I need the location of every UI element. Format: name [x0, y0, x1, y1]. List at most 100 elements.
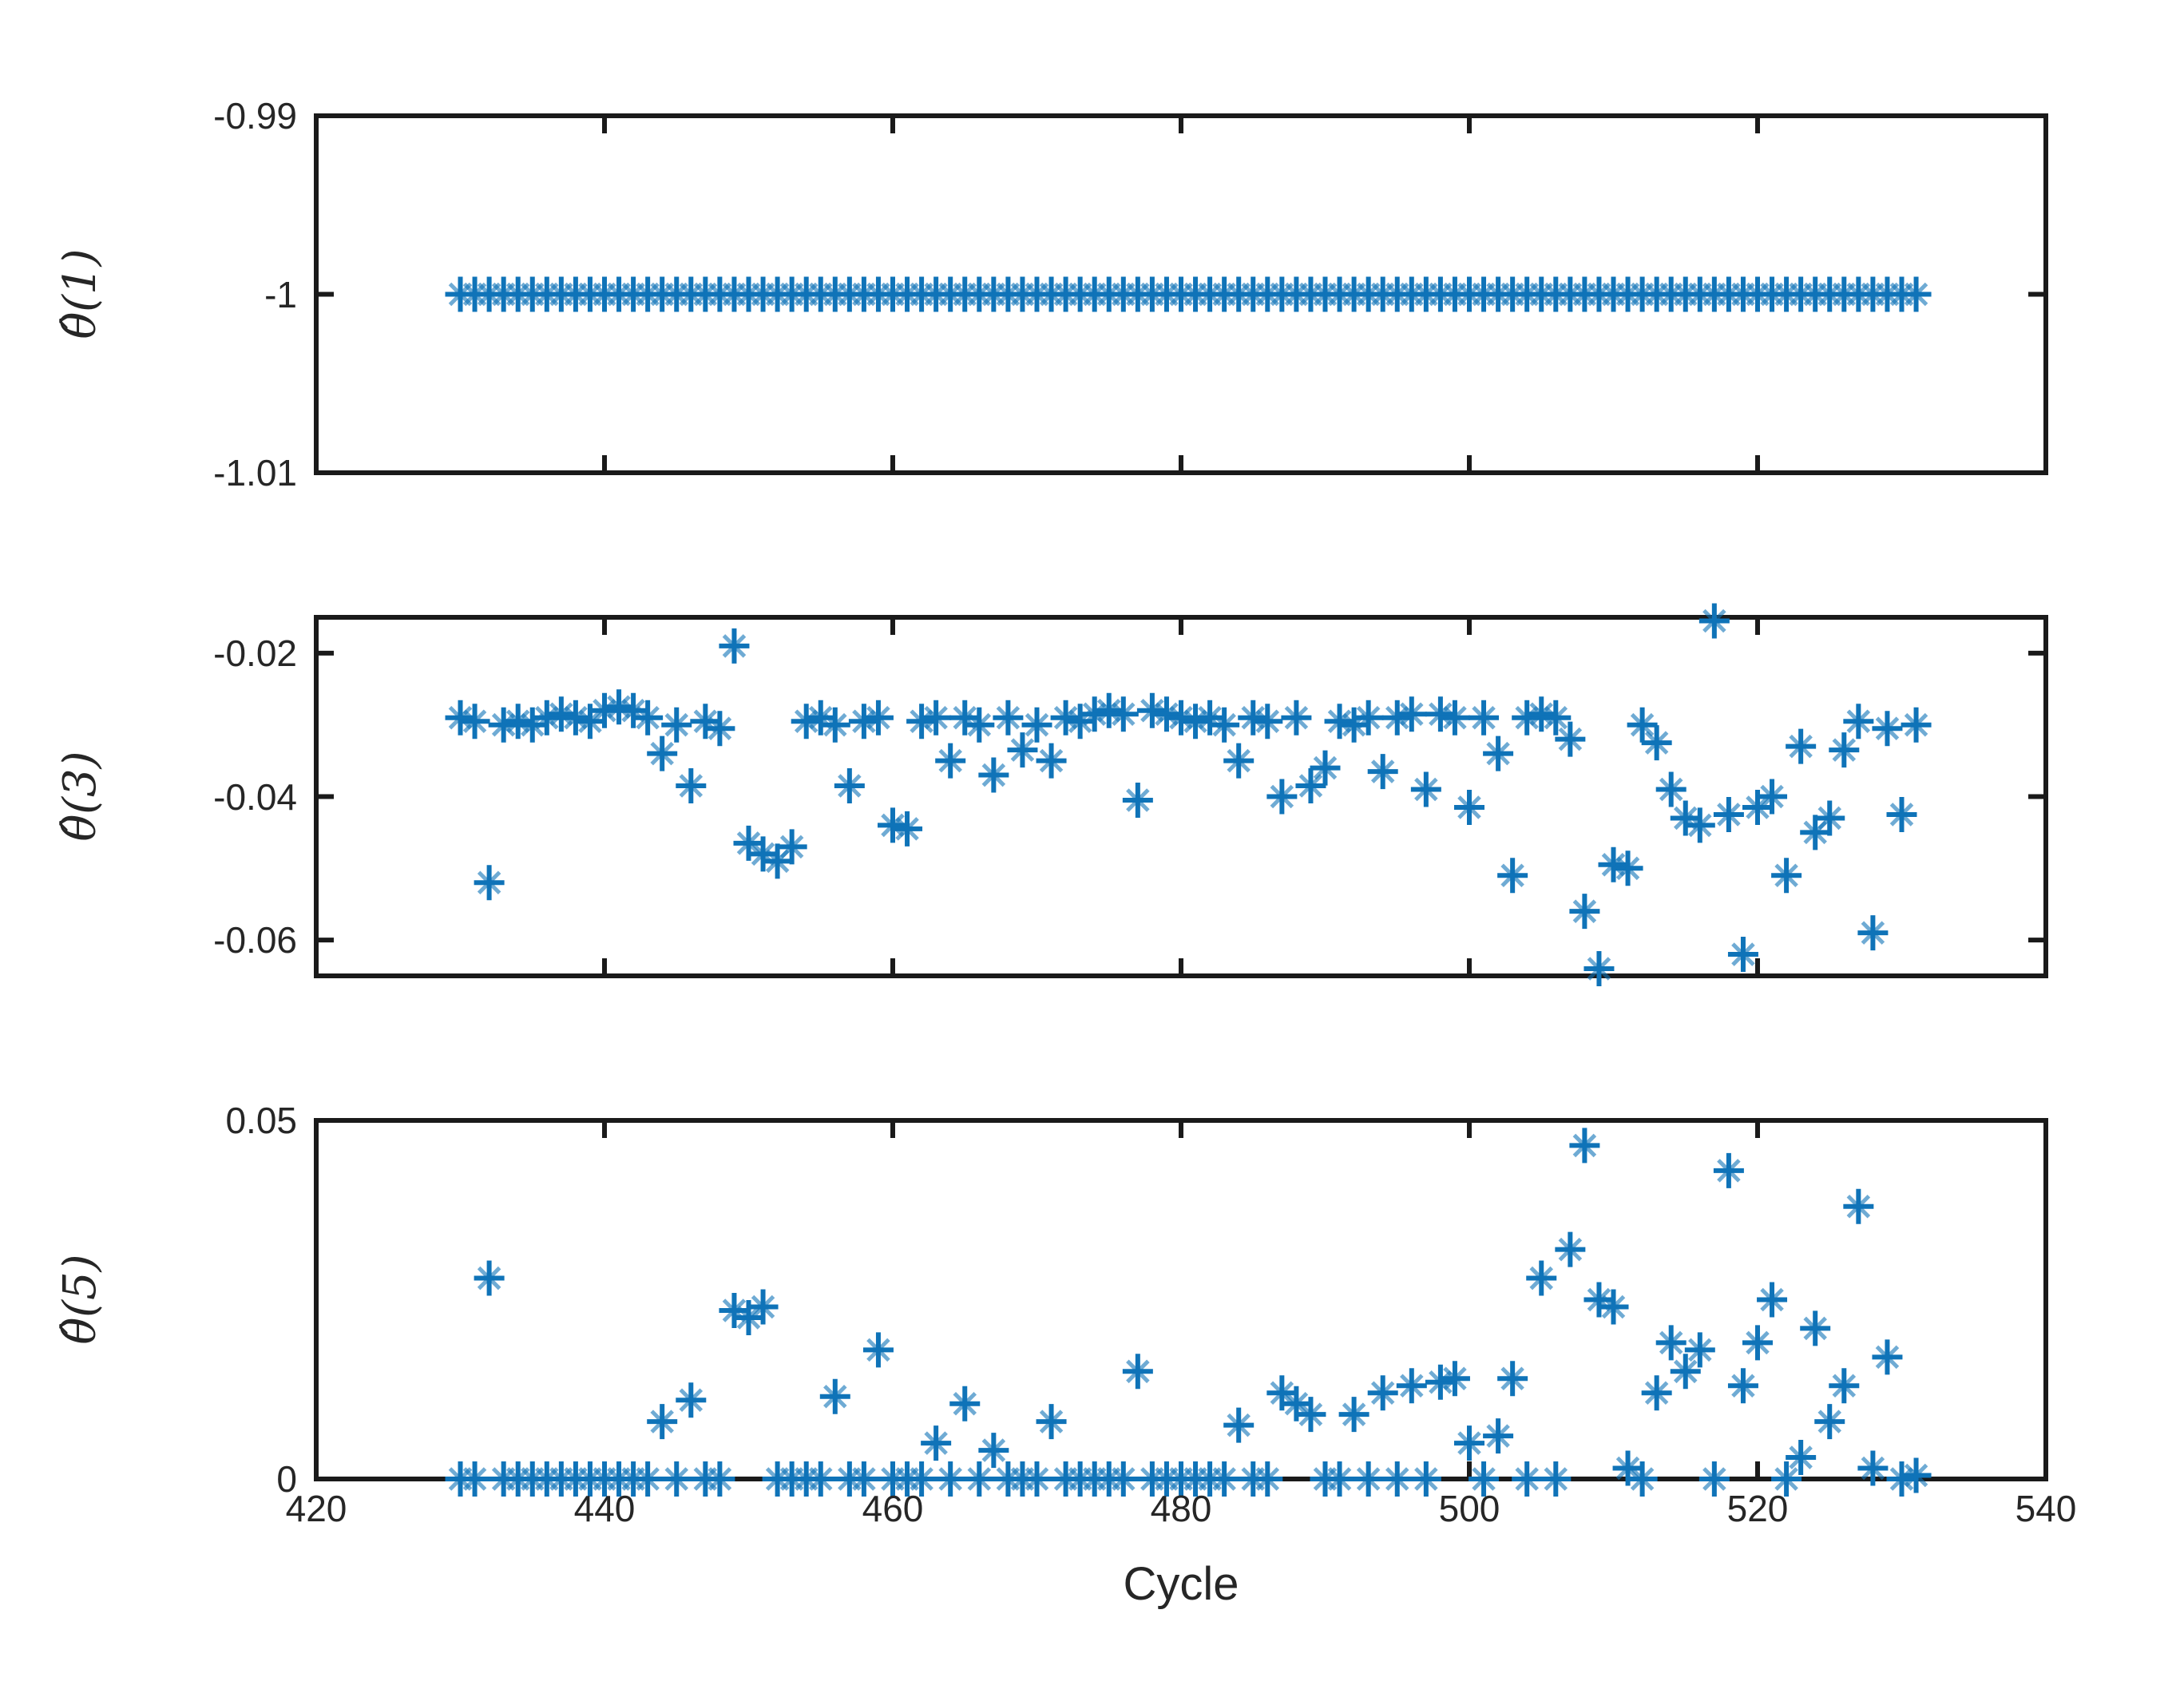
x-tick-label: 540	[2015, 1488, 2077, 1529]
data-point	[1771, 1461, 1802, 1497]
data-point	[1540, 1461, 1572, 1497]
y-tick-label: -1	[264, 273, 297, 315]
data-point	[1757, 1282, 1788, 1318]
data-point	[935, 743, 966, 779]
data-point	[935, 1461, 966, 1497]
data-point	[1338, 1397, 1369, 1433]
data-point	[1786, 728, 1817, 764]
data-point	[1252, 1461, 1283, 1497]
data-point	[1454, 789, 1484, 825]
data-point	[1800, 1310, 1831, 1346]
data-point	[632, 700, 664, 735]
y-axis-label-theta1: θ̂(1)	[54, 248, 106, 339]
data-point	[1684, 1332, 1715, 1368]
data-point	[560, 700, 591, 735]
y-axis-label-theta5: θ̂(5)	[54, 1254, 106, 1345]
data-point	[1396, 696, 1427, 732]
data-point	[1425, 1364, 1456, 1400]
data-point	[1266, 1375, 1298, 1411]
data-point	[1324, 1461, 1355, 1497]
data-point	[1526, 1260, 1557, 1296]
data-point	[1439, 700, 1470, 735]
data-point	[1439, 1361, 1470, 1397]
data-point	[949, 1386, 981, 1421]
data-point	[921, 700, 952, 735]
y-tick-label: -1.01	[213, 452, 297, 494]
x-tick-label: 460	[862, 1488, 924, 1529]
data-point	[1698, 1461, 1730, 1497]
data-point	[1843, 704, 1874, 739]
data-point	[1771, 858, 1802, 894]
data-point	[474, 865, 505, 901]
x-axis-label: Cycle	[1123, 1558, 1239, 1610]
x-tick-label: 500	[1438, 1488, 1500, 1529]
data-point	[1295, 768, 1326, 804]
data-point	[1727, 937, 1758, 973]
data-point	[1684, 807, 1715, 843]
data-point	[1800, 815, 1831, 850]
y-tick-label: -0.02	[213, 632, 297, 674]
data-point	[733, 1299, 764, 1335]
data-point	[993, 700, 1024, 735]
data-point	[1698, 603, 1730, 639]
data-point	[1036, 1404, 1067, 1440]
data-point	[1223, 743, 1255, 779]
data-point	[964, 1461, 995, 1497]
data-point	[1381, 1461, 1413, 1497]
data-point	[1886, 796, 1917, 832]
data-point	[1555, 721, 1586, 757]
y-axis-label-theta3: θ̂(3)	[54, 751, 106, 842]
data-point	[1829, 732, 1860, 768]
data-point	[661, 1461, 692, 1497]
data-point	[747, 1289, 779, 1325]
x-tick-label: 480	[1150, 1488, 1212, 1529]
data-point	[719, 628, 750, 664]
data-point	[805, 700, 836, 735]
data-point	[1353, 1461, 1384, 1497]
data-point	[661, 707, 692, 743]
data-point	[834, 768, 865, 804]
data-point	[1512, 1461, 1543, 1497]
data-point	[1353, 700, 1384, 735]
data-point	[459, 1461, 490, 1497]
data-point	[1295, 1397, 1326, 1433]
data-point	[921, 1425, 952, 1461]
data-point	[1569, 894, 1600, 930]
data-point	[1641, 1375, 1672, 1411]
data-point	[747, 836, 779, 872]
data-point	[1583, 951, 1615, 987]
data-point	[1281, 700, 1312, 735]
data-point	[474, 1260, 505, 1296]
data-point	[1641, 725, 1672, 761]
data-point	[1872, 711, 1903, 747]
data-point	[1007, 732, 1038, 768]
data-point	[1569, 1128, 1600, 1164]
data-point	[647, 735, 678, 771]
data-point	[805, 1461, 836, 1497]
data-point	[1108, 696, 1139, 732]
data-point	[1540, 700, 1572, 735]
data-point	[892, 811, 923, 846]
data-point	[1469, 1461, 1500, 1497]
data-point	[978, 1433, 1009, 1469]
data-point	[1512, 700, 1543, 735]
y-tick-label: 0.05	[225, 1100, 297, 1141]
data-point	[1857, 915, 1889, 951]
data-point	[1180, 704, 1211, 739]
data-point	[1872, 1339, 1903, 1375]
data-point	[1655, 771, 1687, 807]
data-point	[1627, 1461, 1658, 1497]
data-point	[1454, 1425, 1484, 1461]
data-point	[819, 707, 850, 743]
data-point	[1757, 779, 1788, 815]
data-point	[776, 829, 807, 865]
data-point	[819, 1378, 850, 1414]
data-point	[1396, 1368, 1427, 1404]
data-point	[1266, 779, 1298, 815]
data-point	[1223, 1407, 1255, 1443]
data-point	[1901, 276, 1932, 312]
data-point	[978, 757, 1009, 793]
data-point	[676, 1382, 707, 1418]
